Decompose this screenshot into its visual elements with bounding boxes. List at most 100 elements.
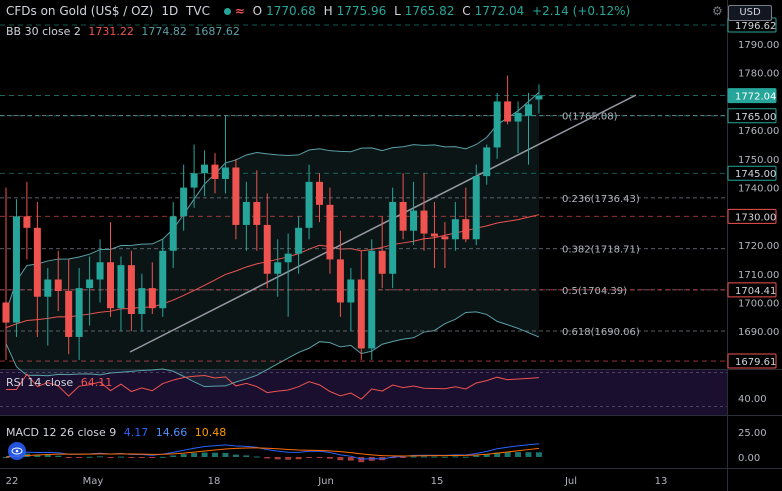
candle-body — [399, 201, 407, 231]
time-axis-tick: Jun — [317, 476, 334, 487]
candle-body — [504, 101, 512, 122]
candle-body — [159, 250, 167, 309]
candle-body — [12, 216, 20, 323]
macd-histogram-bar — [525, 452, 532, 457]
macd-legend-name: MACD 12 26 close 9 — [6, 426, 117, 439]
chart-header: CFDs on Gold (US$ / OZ) 1D TVC ≈ O 1770.6… — [6, 4, 634, 18]
visibility-eye-icon-pupil — [15, 449, 19, 453]
change-value: +2.14 (+0.12%) — [532, 4, 631, 18]
price-tag-label: 1704.41 — [735, 286, 776, 297]
macd-histogram-bar — [535, 452, 542, 457]
macd-histogram-bar — [44, 454, 51, 457]
visibility-eye-icon-outline — [11, 447, 23, 455]
macd-histogram-bar — [222, 452, 229, 457]
macd-value: 4.17 — [123, 426, 149, 439]
macd-histogram-bar — [212, 452, 218, 457]
candle-body — [23, 216, 31, 228]
time-axis-tick: Jul — [564, 476, 577, 487]
candle-body — [295, 227, 303, 254]
candle-body — [33, 227, 41, 297]
settings-gear-icon[interactable]: ⚙ — [712, 4, 723, 18]
macd-histogram-bar — [117, 456, 124, 458]
candle-body — [368, 250, 376, 349]
macd-histogram-bar — [76, 457, 83, 458]
candle-body — [86, 279, 94, 289]
price-axis-tick: 1710.00 — [738, 270, 779, 281]
price-tag — [727, 165, 777, 181]
candle-body — [525, 104, 532, 116]
candle-body — [535, 95, 543, 100]
price-tag-label: 1772.04 — [735, 92, 776, 103]
candle-body — [44, 279, 52, 297]
candle-body — [514, 112, 522, 122]
macd-histogram-bar — [232, 454, 239, 457]
candle-body — [305, 181, 313, 228]
macd-histogram-bar — [295, 457, 302, 460]
rsi-line — [6, 373, 539, 400]
bb-upper-line — [5, 91, 540, 313]
macd-histogram-bar — [86, 456, 93, 458]
macd-legend[interactable]: MACD 12 26 close 9 4.17 14.66 10.48 — [6, 426, 230, 439]
high-label: H — [323, 4, 333, 18]
macd-histogram-bar — [253, 456, 260, 458]
candle-body — [420, 210, 428, 234]
macd-histogram-bar — [285, 457, 292, 460]
macd-histogram-bar — [421, 456, 427, 458]
macd-histogram-bar — [170, 455, 177, 457]
candle-body — [347, 279, 355, 303]
price-tag — [727, 88, 777, 104]
candle-body — [493, 101, 501, 148]
candle-body — [451, 219, 459, 240]
candle-body — [462, 219, 470, 240]
time-axis-tick: 15 — [431, 476, 444, 487]
rsi-legend[interactable]: RSI 14 close 64.11 — [6, 376, 116, 389]
macd-histogram-bar — [326, 457, 333, 459]
candle-body — [148, 288, 156, 309]
interval-label[interactable]: 1D — [161, 4, 179, 18]
bb-band-fill — [6, 92, 539, 387]
macd-histogram-bar — [473, 455, 480, 457]
candle-body — [169, 216, 177, 251]
candle-body — [253, 201, 261, 225]
macd-histogram-bar — [483, 454, 490, 457]
bb-upper-value: 1774.82 — [141, 25, 187, 38]
realtime-wave-icon: ≈ — [234, 4, 245, 18]
macd-histogram-bar — [97, 456, 104, 458]
rsi-legend-name: RSI 14 close — [6, 376, 74, 389]
bb-legend[interactable]: BB 30 close 2 1731.22 1774.82 1687.62 — [6, 25, 244, 38]
symbol-name[interactable]: CFDs on Gold (US$ / OZ) — [6, 4, 154, 18]
time-axis-tick: 13 — [655, 476, 668, 487]
low-value: 1765.82 — [404, 4, 455, 18]
candle-body — [316, 181, 323, 205]
macd-line — [5, 443, 539, 460]
currency-badge[interactable]: USD — [728, 5, 772, 21]
macd-histogram-bar — [264, 457, 271, 459]
candle-body — [138, 288, 146, 314]
macd-histogram-bar — [358, 457, 365, 463]
macd-signal-line — [5, 447, 540, 458]
price-axis-tick: 1700.00 — [738, 298, 779, 309]
candle-body — [441, 236, 449, 240]
rsi-axis-tick: 40.00 — [738, 394, 767, 405]
macd-axis-tick: 0.00 — [738, 453, 760, 464]
macd-histogram-bar — [347, 457, 354, 461]
candle-body — [326, 204, 334, 260]
macd-histogram-bar — [515, 452, 522, 457]
rsi-pane-background — [0, 370, 727, 415]
macd-histogram-bar — [201, 452, 208, 457]
macd-histogram-bar — [306, 457, 313, 458]
candle-body — [263, 224, 271, 274]
macd-histogram-bar — [55, 455, 62, 457]
candle-body — [242, 201, 250, 225]
macd-histogram-bar — [337, 457, 344, 461]
macd-histogram-bar — [128, 457, 135, 458]
time-axis-tick: 22 — [6, 476, 19, 487]
open-label: O — [252, 4, 263, 18]
open-value: 1770.68 — [266, 4, 316, 18]
price-tag — [727, 208, 777, 224]
price-axis-tick: 1720.00 — [738, 241, 779, 252]
price-axis-tick: 1740.00 — [738, 184, 779, 195]
source-label: TVC — [186, 4, 210, 18]
macd-histogram-bar — [243, 455, 250, 457]
